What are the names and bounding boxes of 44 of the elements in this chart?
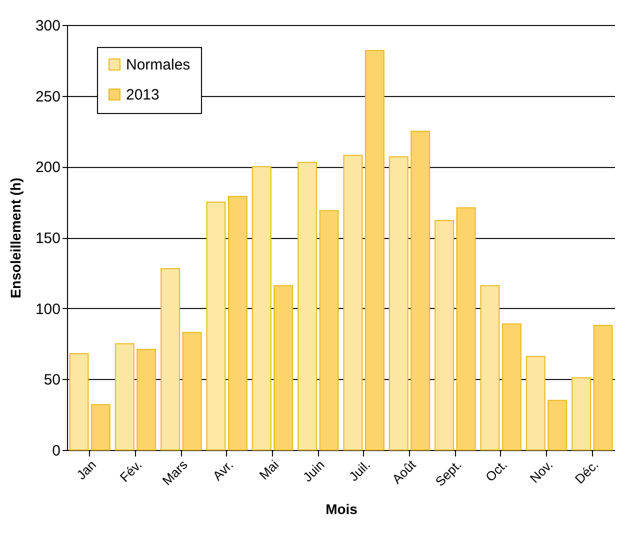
- y-tick-label: 250: [35, 88, 60, 106]
- y-axis-title: Ensoleillement (h): [7, 178, 24, 298]
- x-tick-label: Juin: [300, 457, 328, 485]
- x-tick-label: Mai: [256, 457, 282, 483]
- bar: [572, 377, 592, 450]
- y-tick-label: 300: [35, 18, 60, 34]
- bar: [182, 332, 202, 450]
- bar: [298, 162, 318, 450]
- bar: [206, 202, 226, 450]
- bar: [456, 207, 476, 450]
- bar: [434, 220, 454, 450]
- bar: [343, 154, 363, 450]
- bar: [228, 196, 248, 450]
- bar: [90, 404, 110, 450]
- bar: [319, 210, 339, 450]
- bar: [252, 166, 272, 450]
- y-tick-label: 150: [35, 230, 60, 247]
- bar: [274, 285, 294, 450]
- x-tick-label: Juil.: [346, 457, 374, 484]
- x-axis-title: Mois: [326, 501, 358, 518]
- bar: [526, 356, 546, 450]
- bar: [160, 268, 180, 450]
- bar: [502, 323, 522, 450]
- bar: [593, 324, 613, 450]
- bar: [388, 156, 408, 450]
- bar: [548, 400, 568, 450]
- x-tick-label: Jan: [74, 457, 100, 483]
- x-tick-label: Fév.: [116, 457, 145, 485]
- bar: [364, 50, 384, 450]
- bar: [114, 343, 134, 450]
- x-tick-label: Nov.: [526, 457, 556, 486]
- x-tick-label: Avr.: [210, 457, 236, 484]
- bar: [69, 353, 89, 450]
- bar: [136, 348, 156, 450]
- y-tick-label: 0: [52, 442, 60, 460]
- x-tick-label: Oct.: [482, 457, 510, 485]
- legend-label: Normales: [126, 56, 190, 74]
- bar: [480, 285, 500, 450]
- x-tick-label: Déc.: [572, 457, 602, 487]
- y-tick-label: 200: [35, 159, 60, 176]
- y-tick-label: 50: [44, 372, 60, 389]
- legend-label: 2013: [126, 86, 160, 104]
- bar: [410, 130, 430, 450]
- y-tick-label: 100: [35, 300, 60, 318]
